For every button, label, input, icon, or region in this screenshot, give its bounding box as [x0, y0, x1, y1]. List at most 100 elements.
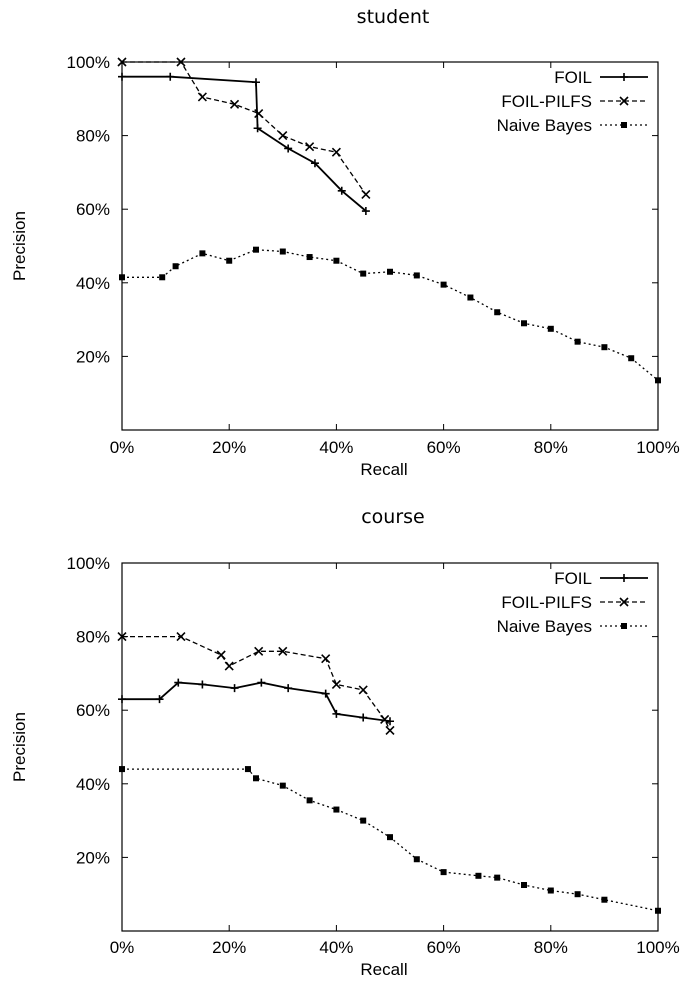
legend-label: FOIL — [554, 68, 592, 87]
plot-frame — [121, 61, 659, 431]
x-tick-label: 0% — [110, 938, 135, 957]
data-point — [359, 713, 368, 722]
x-tick-label: 0% — [110, 438, 135, 457]
data-point — [284, 144, 293, 153]
y-axis-label: Precision — [10, 211, 29, 281]
series-FOIL — [118, 72, 370, 216]
legend-label: FOIL-PILFS — [501, 593, 592, 612]
data-point — [321, 689, 330, 698]
data-point — [655, 907, 661, 914]
data-point — [306, 254, 313, 261]
data-point — [118, 695, 126, 704]
data-point — [601, 344, 608, 351]
x-tick-label: 80% — [534, 938, 568, 957]
data-point — [257, 678, 266, 687]
y-tick-label: 60% — [76, 701, 110, 720]
y-tick-label: 20% — [76, 848, 110, 867]
y-tick-label: 60% — [76, 200, 110, 219]
data-point — [176, 632, 186, 642]
data-point — [332, 709, 341, 718]
x-tick-label: 20% — [212, 438, 246, 457]
y-tick-label: 40% — [76, 775, 110, 794]
data-point — [216, 650, 226, 660]
data-point — [254, 108, 264, 119]
data-point — [117, 57, 127, 67]
data-point — [119, 274, 125, 281]
data-point — [117, 632, 127, 642]
y-tick-label: 40% — [76, 274, 110, 293]
data-point — [155, 695, 164, 704]
legend-label: Naive Bayes — [497, 617, 592, 636]
data-point — [321, 654, 331, 664]
legend-marker — [620, 73, 628, 81]
data-point — [361, 189, 371, 200]
series-line — [122, 635, 391, 731]
data-point — [278, 646, 288, 656]
data-point — [380, 714, 390, 724]
x-tick-label: 100% — [636, 938, 679, 957]
data-point — [494, 309, 501, 316]
data-point — [655, 377, 661, 384]
data-point — [360, 817, 367, 824]
series-line — [122, 75, 367, 212]
x-tick-label: 40% — [319, 438, 353, 457]
data-point — [119, 766, 125, 773]
data-point — [306, 797, 313, 804]
legend-label: FOIL — [554, 569, 592, 588]
series-Naive Bayes — [119, 246, 661, 384]
y-tick-label: 100% — [67, 53, 110, 72]
series-line — [122, 681, 391, 723]
data-point — [174, 678, 183, 687]
data-point — [521, 882, 527, 888]
data-point — [278, 131, 288, 141]
series-Naive Bayes — [119, 766, 661, 914]
x-tick-label: 20% — [212, 938, 246, 957]
data-point — [361, 207, 370, 216]
data-point — [440, 281, 447, 288]
y-tick-label: 80% — [76, 628, 110, 647]
data-point — [252, 78, 260, 87]
data-point — [230, 684, 239, 693]
chart-title: student — [357, 6, 430, 28]
data-point — [305, 142, 315, 152]
legend-marker — [621, 623, 627, 629]
data-point — [331, 679, 341, 690]
data-point — [310, 159, 319, 168]
data-point — [118, 72, 126, 81]
data-point — [224, 661, 234, 671]
legend-marker — [619, 96, 629, 106]
data-point — [197, 92, 207, 102]
plot-frame — [121, 562, 659, 932]
data-point — [521, 320, 527, 327]
data-point — [358, 685, 368, 695]
series-FOIL-PILFS — [117, 57, 371, 200]
data-point — [494, 874, 501, 881]
x-tick-label: 100% — [636, 438, 679, 457]
data-point — [254, 646, 264, 656]
legend-label: FOIL-PILFS — [501, 92, 592, 111]
y-tick-label: 20% — [76, 347, 110, 366]
data-point — [226, 257, 233, 264]
x-tick-label: 60% — [427, 438, 461, 457]
data-point — [360, 270, 367, 277]
data-point — [413, 856, 420, 863]
legend-label: Naive Bayes — [497, 116, 592, 135]
data-point — [440, 869, 447, 876]
data-point — [337, 186, 346, 195]
chart-title: course — [361, 506, 425, 528]
y-tick-label: 80% — [76, 127, 110, 146]
data-point — [547, 325, 554, 332]
data-point — [387, 268, 393, 275]
series-FOIL-PILFS — [117, 632, 395, 736]
y-tick-label: 100% — [67, 554, 110, 573]
data-point — [284, 684, 293, 693]
data-point — [385, 725, 395, 736]
data-point — [229, 99, 240, 109]
data-point — [253, 124, 262, 133]
series-line — [122, 61, 367, 195]
data-point — [253, 246, 259, 253]
data-point — [333, 806, 340, 813]
data-point — [574, 338, 581, 345]
data-point — [628, 355, 635, 362]
data-point — [467, 294, 474, 301]
